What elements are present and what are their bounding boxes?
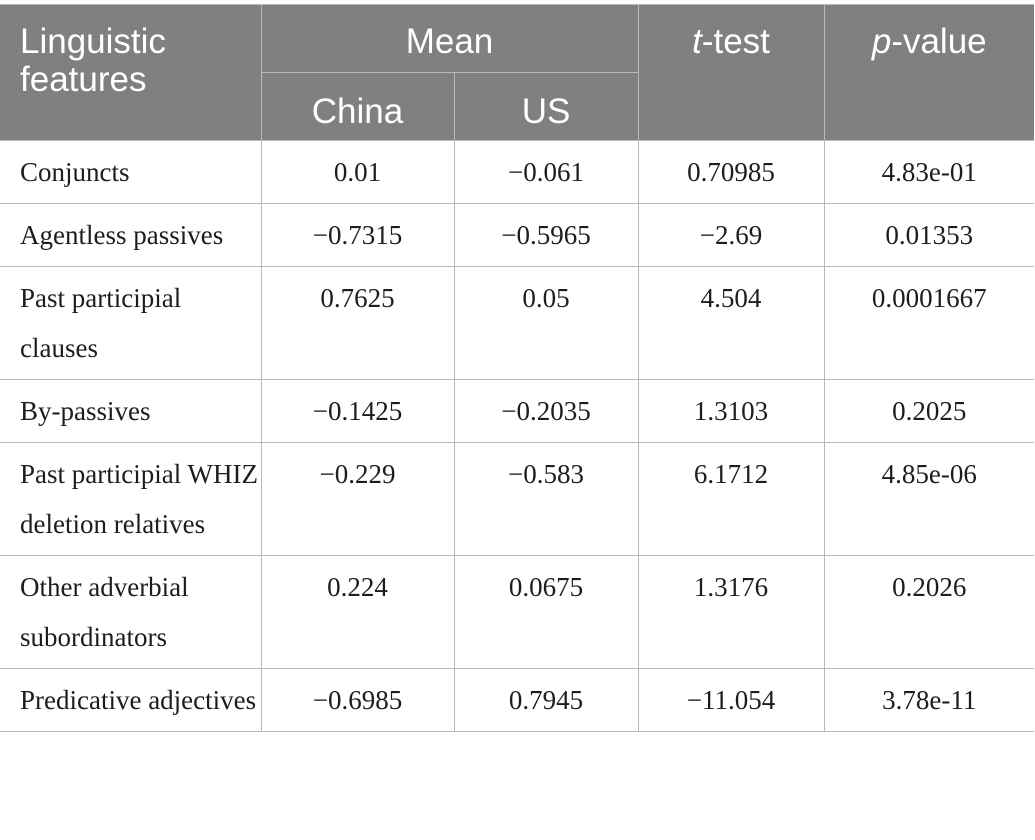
china-mean-cell: −0.6985: [260, 668, 455, 732]
p-value-cell: 0.01353: [823, 203, 1034, 267]
us-mean-cell: −0.583: [453, 442, 639, 556]
t-test-italic: t: [692, 22, 702, 61]
t-test-cell: 0.70985: [637, 140, 825, 204]
table-row: Predicative adjectives −0.6985 0.7945 −1…: [0, 668, 1034, 732]
p-value-italic: p: [871, 22, 892, 61]
t-test-cell: 1.3176: [637, 555, 825, 669]
us-mean-cell: −0.5965: [453, 203, 639, 267]
header-t-test: t-test: [637, 4, 825, 141]
header-row-bottom: China US: [0, 72, 1034, 141]
p-value-cell: 0.2025: [823, 379, 1034, 443]
us-mean-cell: −0.061: [453, 140, 639, 204]
table-header: Linguistic features Mean t-test p-value …: [0, 4, 1034, 141]
table-row: Past participial clauses 0.7625 0.05 4.5…: [0, 266, 1034, 380]
p-value-cell: 4.83e-01: [823, 140, 1034, 204]
t-test-cell: 6.1712: [637, 442, 825, 556]
t-test-cell: −2.69: [637, 203, 825, 267]
table-row: By-passives −0.1425 −0.2035 1.3103 0.202…: [0, 379, 1034, 443]
feature-cell: Conjuncts: [0, 140, 262, 204]
us-mean-cell: 0.0675: [453, 555, 639, 669]
header-mean: Mean: [260, 4, 639, 73]
t-test-cell: 1.3103: [637, 379, 825, 443]
china-mean-cell: −0.7315: [260, 203, 455, 267]
china-mean-cell: 0.01: [260, 140, 455, 204]
header-row-top: Linguistic features Mean t-test p-value: [0, 4, 1034, 141]
us-mean-cell: −0.2035: [453, 379, 639, 443]
p-value-cell: 4.85e-06: [823, 442, 1034, 556]
header-linguistic-features: Linguistic features: [0, 4, 262, 141]
china-mean-cell: 0.7625: [260, 266, 455, 380]
header-p-value: p-value: [823, 4, 1034, 141]
feature-cell: Other adverbial subordinators: [0, 555, 262, 669]
p-value-suffix: -value: [891, 22, 987, 61]
feature-cell: Agentless passives: [0, 203, 262, 267]
china-mean-cell: −0.1425: [260, 379, 455, 443]
table-row: Agentless passives −0.7315 −0.5965 −2.69…: [0, 203, 1034, 267]
us-mean-cell: 0.05: [453, 266, 639, 380]
us-mean-cell: 0.7945: [453, 668, 639, 732]
china-mean-cell: −0.229: [260, 442, 455, 556]
p-value-cell: 0.2026: [823, 555, 1034, 669]
feature-cell: Past participial WHIZ deletion relatives: [0, 442, 262, 556]
table-row: Other adverbial subordinators 0.224 0.06…: [0, 555, 1034, 669]
feature-cell: By-passives: [0, 379, 262, 443]
header-us: US: [453, 72, 639, 141]
p-value-cell: 3.78e-11: [823, 668, 1034, 732]
table-body: Conjuncts 0.01 −0.061 0.70985 4.83e-01 A…: [0, 140, 1034, 732]
feature-cell: Past participial clauses: [0, 266, 262, 380]
table-row: Past participial WHIZ deletion relatives…: [0, 442, 1034, 556]
feature-cell: Predicative adjectives: [0, 668, 262, 732]
table-row: Conjuncts 0.01 −0.061 0.70985 4.83e-01: [0, 140, 1034, 204]
t-test-cell: −11.054: [637, 668, 825, 732]
statistics-table: Linguistic features Mean t-test p-value …: [0, 4, 1034, 732]
header-china: China: [260, 72, 455, 141]
t-test-cell: 4.504: [637, 266, 825, 380]
p-value-cell: 0.0001667: [823, 266, 1034, 380]
t-test-suffix: -test: [701, 22, 770, 61]
china-mean-cell: 0.224: [260, 555, 455, 669]
